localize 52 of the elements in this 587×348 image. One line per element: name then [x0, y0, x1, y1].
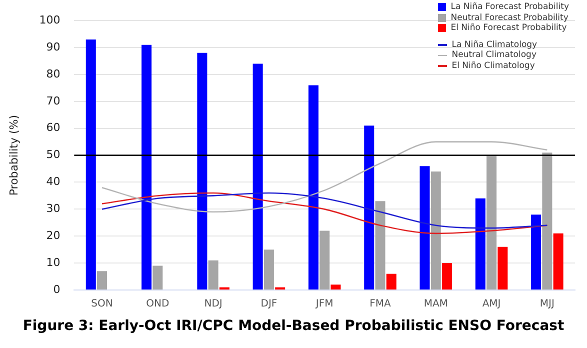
legend-label: El Niño Climatology: [452, 60, 535, 71]
y-tick-label: 90: [46, 40, 60, 54]
bar: [308, 85, 318, 290]
legend-label: La Niña Forecast Probability: [450, 2, 569, 12]
y-tick-label: 40: [46, 175, 60, 188]
legend-label: Neutral Climatology: [452, 50, 536, 60]
bar: [475, 198, 486, 290]
bar: [442, 263, 452, 290]
bar: [430, 171, 441, 290]
bar: [97, 271, 108, 290]
bar: [542, 152, 552, 290]
x-tick-label: FMA: [370, 298, 392, 310]
x-tick-label: DJF: [260, 298, 278, 310]
y-tick-label: 80: [46, 67, 60, 80]
bar: [252, 64, 263, 290]
bar: [152, 266, 163, 290]
bar: [364, 126, 374, 290]
bar: [264, 250, 274, 290]
y-tick-label: 20: [46, 228, 60, 242]
bar: [86, 39, 96, 290]
y-tick-label: 100: [39, 13, 60, 26]
x-tick-label: JFM: [314, 298, 334, 310]
bar: [498, 246, 508, 290]
x-tick-label: MJJ: [540, 298, 554, 310]
bar: [142, 44, 152, 290]
x-tick-label: OND: [146, 298, 170, 310]
y-tick-label: 10: [46, 256, 60, 269]
line-series: [101, 141, 548, 213]
y-tick-label: 50: [46, 148, 60, 162]
y-tick-label: 60: [46, 121, 60, 134]
x-tick-label: MAM: [424, 298, 448, 310]
legend-label: La Niña Climatology: [452, 40, 538, 50]
x-tick-label: NDJ: [204, 298, 222, 310]
bar: [553, 233, 564, 290]
bar: [208, 260, 218, 290]
legend-label: El Niño Forecast Probability: [450, 23, 567, 34]
legend-label: Neutral Forecast Probability: [450, 12, 568, 23]
bar: [330, 284, 341, 290]
y-tick-label: 30: [46, 202, 60, 216]
bar: [531, 214, 542, 290]
x-tick-label: AMJ: [482, 298, 501, 310]
bar: [320, 230, 330, 290]
bar: [197, 52, 208, 290]
bar: [420, 166, 430, 290]
bar: [375, 201, 386, 290]
y-axis-title: Probability (%): [7, 114, 20, 196]
y-tick-label: 0: [53, 282, 60, 296]
text: Figure 3: Early-Oct IRI/CPC Model-Based Probabilistic ENSO Forecast: [22, 318, 566, 334]
bar: [486, 155, 497, 290]
y-tick-label: 70: [46, 94, 60, 108]
x-tick-label: SON: [91, 298, 113, 310]
bar: [386, 274, 396, 290]
